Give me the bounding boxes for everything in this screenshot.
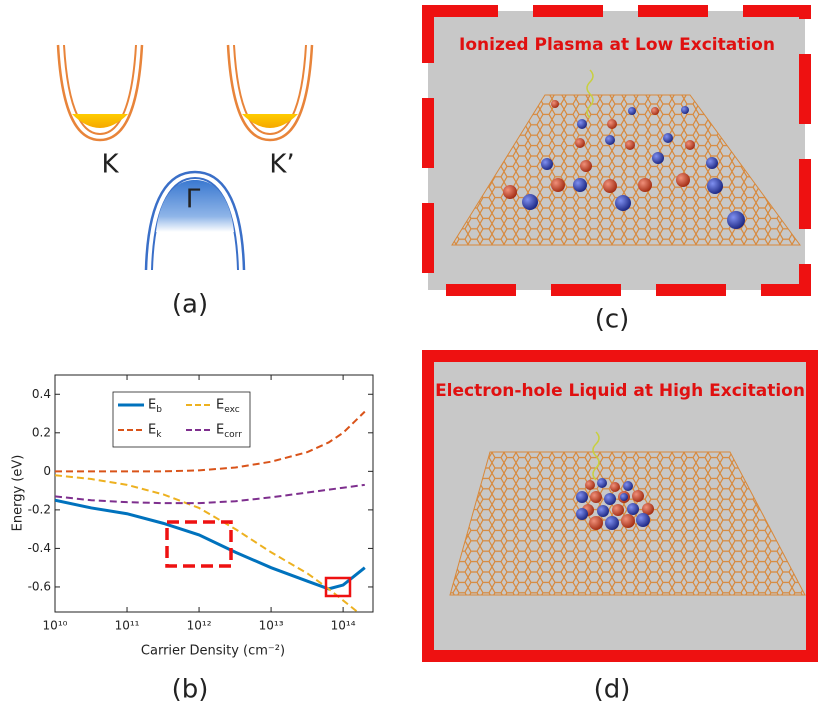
series-line [55,474,360,612]
y-tick-label: 0.2 [32,425,51,439]
valley-label: K [101,150,119,180]
plot: 0.4 0.2 0 -0.2 -0.4 -0.6 10¹⁰ 10¹¹ 10¹² 10¹³ 10¹⁴ [28,375,373,633]
legend [112,391,251,448]
x-tick-label: 10¹⁴ [331,619,356,633]
caption: (b) [172,675,209,705]
caption: (a) [172,290,208,320]
highlight-box [324,576,352,598]
caption: (d) [594,675,631,705]
x-tick-label: 10¹² [187,619,212,633]
valley-label: K’ [269,150,294,180]
y-axis-label: Energy (eV) [11,455,26,532]
y-tick-label: -0.4 [28,541,51,555]
panel-title: Electron-hole Liquid at High Excitation [435,381,805,401]
series-line [55,410,366,473]
y-tick-label: -0.6 [28,579,51,593]
illustration-c [422,5,811,296]
band-diagram [56,44,314,271]
valley-label: Γ [186,185,201,215]
y-tick-label: 0.4 [32,387,51,401]
x-axis-label: Carrier Density (cm⁻²) [141,644,285,659]
x-tick-label: 10¹¹ [115,619,140,633]
illustration-d [422,350,818,662]
x-tick-label: 10¹³ [259,619,284,633]
series-line [55,483,365,505]
series-line [55,498,366,591]
panel-title: Ionized Plasma at Low Excitation [459,35,775,55]
y-tick-label: 0 [43,464,51,478]
x-tick-label: 10¹⁰ [43,619,68,633]
caption: (c) [595,305,630,335]
y-tick-label: -0.2 [28,502,51,516]
